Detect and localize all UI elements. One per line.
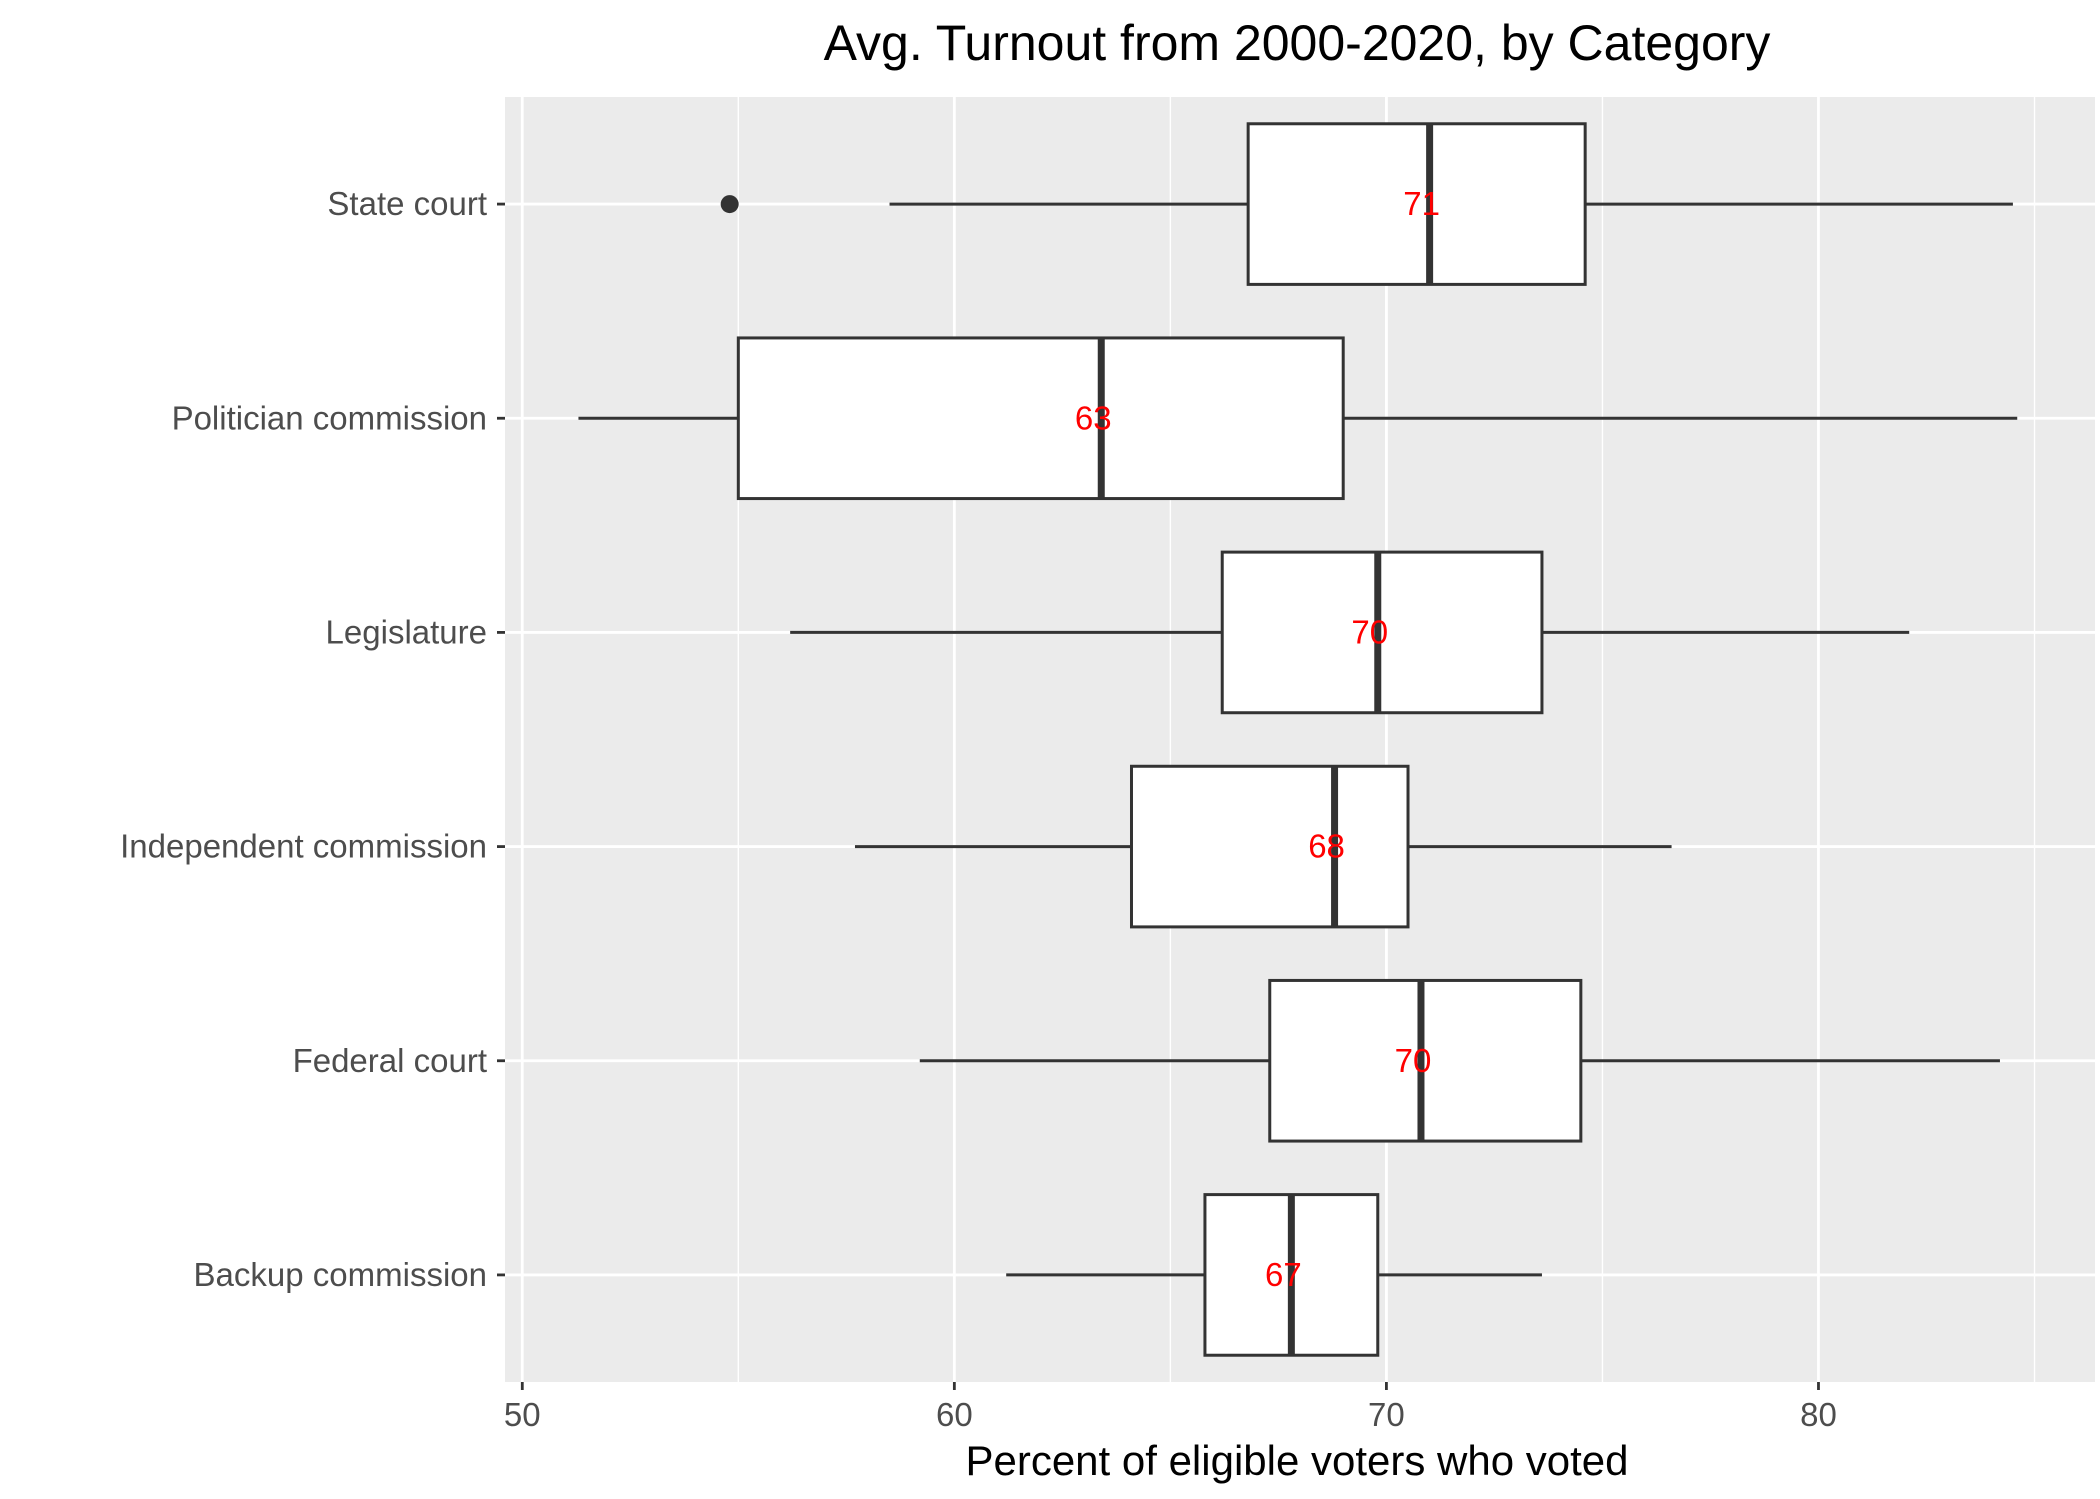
box-backup-commission (1006, 1193, 1542, 1357)
box-iqr (1268, 978, 1583, 1143)
x-tick-label: 70 (1368, 1396, 1405, 1433)
median-value-label: 71 (1403, 185, 1440, 222)
x-tick-label: 60 (936, 1396, 973, 1433)
box-state-court (720, 122, 2013, 286)
axes: 50 60 70 80 State court Politician commission… (120, 185, 1837, 1433)
outlier-point (720, 195, 739, 214)
box-federal-court (919, 978, 2000, 1143)
median-labels: 71 63 70 68 70 67 (1075, 185, 1440, 1293)
x-axis-title: Percent of eligible voters who voted (965, 1437, 1628, 1484)
y-tick-label: Legislature (326, 613, 487, 650)
box-iqr (1246, 122, 1587, 286)
median-value-label: 70 (1351, 613, 1388, 650)
median-value-label: 68 (1308, 828, 1345, 865)
boxes (578, 122, 2018, 1357)
y-tick-label: State court (327, 185, 487, 222)
median-value-label: 67 (1265, 1256, 1302, 1293)
y-tick-label: Independent commission (120, 828, 487, 865)
x-tick-label: 80 (1800, 1396, 1837, 1433)
box-iqr (1220, 550, 1544, 715)
median-value-label: 63 (1075, 399, 1112, 436)
plot-panel (505, 97, 2095, 1382)
y-tick-label: Politician commission (172, 399, 487, 436)
box-independent-commission (854, 764, 1672, 929)
box-iqr (736, 336, 1345, 501)
median-value-label: 70 (1395, 1042, 1432, 1079)
x-tick-label: 50 (504, 1396, 541, 1433)
chart-title: Avg. Turnout from 2000-2020, by Category (824, 15, 1771, 71)
y-tick-label: Federal court (293, 1042, 487, 1079)
y-tick-label: Backup commission (194, 1256, 487, 1293)
box-legislature (790, 550, 1910, 715)
box-politician-commission (578, 336, 2018, 501)
box-iqr (1129, 764, 1410, 929)
